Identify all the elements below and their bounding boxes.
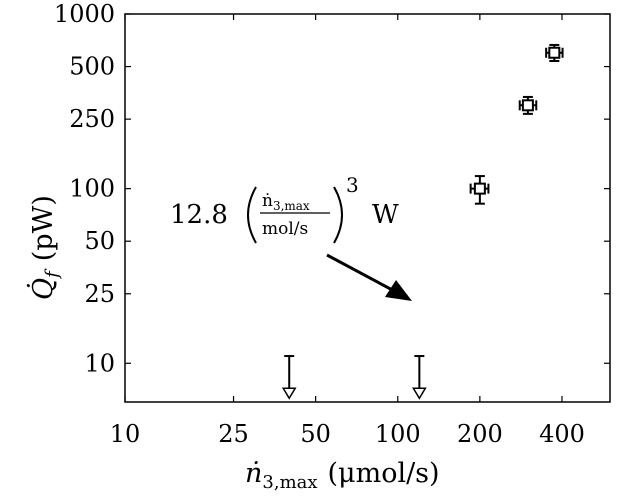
- data-point: [521, 99, 534, 112]
- y-tick-label: 1000: [54, 0, 115, 28]
- annotation-unit: W: [372, 200, 399, 230]
- fit-annotation: 12.8 ṅ3,max mol/s 3 W: [170, 173, 399, 244]
- x-tick-label: 25: [218, 420, 249, 448]
- y-tick-label: 250: [69, 105, 115, 133]
- annotation-left-paren: [247, 186, 257, 244]
- annotation-right-paren: [333, 186, 343, 244]
- plot-frame: [124, 13, 611, 403]
- upper-limit-layer: [281, 355, 427, 400]
- x-tick-layer: 10 25 50 100 200 400: [110, 14, 585, 448]
- upper-limit-arrow-icon: [412, 387, 427, 400]
- upper-limit-arrow-icon: [281, 387, 297, 400]
- y-tick-label: 10: [84, 349, 115, 377]
- arrow-shaft: [326, 253, 399, 295]
- y-tick-layer: 10 25 50 100 250 500 1000: [54, 0, 610, 377]
- x-tick-label: 50: [300, 420, 331, 448]
- x-tick-label: 400: [539, 420, 585, 448]
- y-tick-label: 500: [69, 53, 115, 81]
- data-point: [548, 46, 561, 59]
- x-tick-label: 100: [375, 420, 421, 448]
- y-tick-label: 100: [69, 175, 115, 203]
- annotation-coefficient: 12.8: [170, 200, 228, 230]
- annotation-numerator: ṅ3,max: [262, 191, 310, 213]
- x-tick-label: 10: [110, 420, 141, 448]
- x-tick-label: 200: [457, 420, 503, 448]
- y-tick-label: 50: [84, 227, 115, 255]
- annotation-exponent: 3: [346, 173, 359, 197]
- y-axis-label: Q̇f(pW): [26, 195, 63, 300]
- data-point: [473, 182, 486, 195]
- x-axis-label: ṅ3,max (μmol/s): [245, 458, 440, 493]
- data-point-layer: [469, 43, 564, 205]
- annotation-arrow: [326, 253, 412, 301]
- y-tick-label: 25: [84, 280, 115, 308]
- arrow-head-icon: [385, 280, 412, 301]
- annotation-denominator: mol/s: [262, 219, 308, 239]
